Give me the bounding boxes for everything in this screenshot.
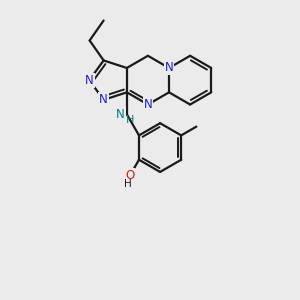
Text: N: N xyxy=(116,108,124,121)
Text: N: N xyxy=(99,93,108,106)
Text: H: H xyxy=(126,115,135,124)
Text: H: H xyxy=(124,179,132,189)
Text: N: N xyxy=(165,61,173,74)
Text: N: N xyxy=(143,98,152,111)
Text: O: O xyxy=(125,169,134,182)
Text: N: N xyxy=(85,74,94,87)
